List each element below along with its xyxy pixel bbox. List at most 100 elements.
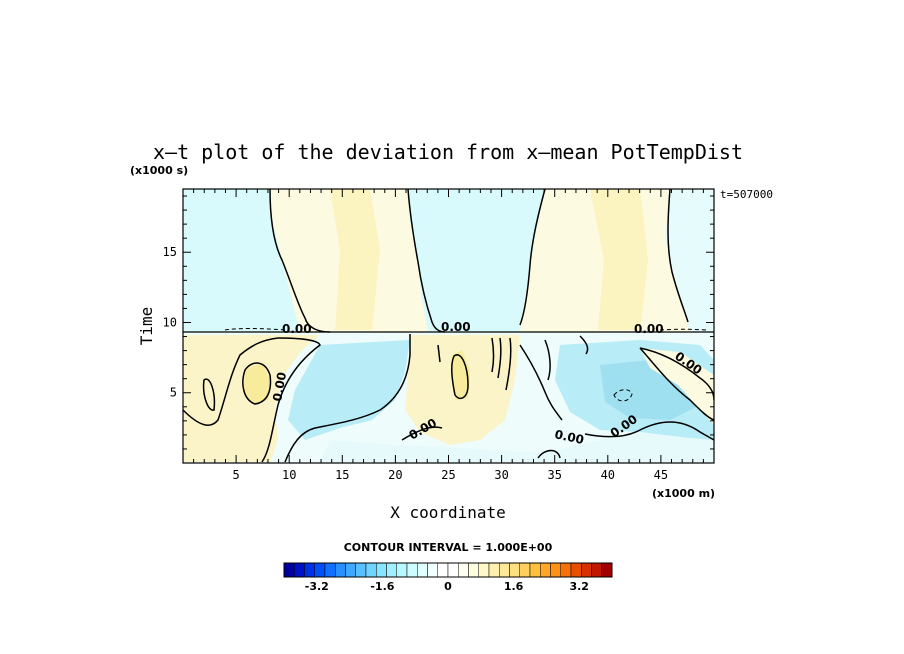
dashed-contour-left <box>224 328 286 331</box>
contour-label: 0.00 <box>270 371 289 403</box>
closed-contour-left-small <box>202 378 216 411</box>
ripple-6 <box>579 335 589 355</box>
heatmap-field <box>183 189 714 463</box>
colorbar-swatch <box>437 562 449 578</box>
lower-contour-e <box>519 344 563 421</box>
colorbar-swatch <box>560 562 572 578</box>
ripple-3 <box>505 337 512 391</box>
y-axis-label: Time <box>137 307 156 346</box>
x-tick-label: 15 <box>335 468 349 482</box>
x-tick-labels: 5 10 15 20 25 30 35 40 45 <box>232 468 668 482</box>
lower-contour-b <box>261 337 321 463</box>
x-tick-label: 10 <box>282 468 296 482</box>
upper-yellow-band-right-core <box>590 189 648 330</box>
colorbar-swatch <box>591 562 602 578</box>
zero-contour-left <box>269 189 331 333</box>
colorbar <box>283 562 613 578</box>
colorbar-swatch <box>478 562 490 578</box>
colorbar-swatch <box>335 562 346 578</box>
colorbar-swatch <box>540 562 551 578</box>
time-label: t=507000 <box>720 188 773 201</box>
colorbar-swatch <box>283 562 295 578</box>
colorbar-swatch <box>324 562 336 578</box>
x-axis-label: X coordinate <box>390 503 506 522</box>
colorbar-swatch <box>499 562 510 578</box>
contour-interval-label: CONTOUR INTERVAL = 1.000E+00 <box>344 541 553 554</box>
contour-label: 0.00 <box>441 320 471 334</box>
colorbar-swatch <box>314 562 326 578</box>
colorbar-swatch <box>427 562 438 578</box>
colorbar-tick-label: -1.6 <box>370 580 394 593</box>
x-tick-label: 5 <box>232 468 239 482</box>
x-tick-label: 20 <box>388 468 402 482</box>
colorbar-swatch <box>376 562 387 578</box>
ripple-5 <box>437 344 441 363</box>
x-tick-label: 40 <box>601 468 615 482</box>
axis-ticks <box>183 189 714 463</box>
colorbar-swatch <box>529 562 541 578</box>
negative-contours <box>224 328 707 402</box>
colorbar-swatch <box>345 562 356 578</box>
contour-label: 0.00 <box>553 427 585 447</box>
contour-lines <box>183 189 714 463</box>
ripple-1 <box>491 337 495 373</box>
colorbar-tick-label: -3.2 <box>305 580 329 593</box>
colorbar-tick-label: 3.2 <box>569 580 589 593</box>
x-tick-label: 25 <box>441 468 455 482</box>
colorbar-swatch <box>509 562 520 578</box>
lower-cyan-bottom <box>320 432 714 462</box>
y-tick-labels: 5 10 15 <box>163 245 177 400</box>
upper-cyan-band-right <box>665 189 714 332</box>
colorbar-swatch <box>519 562 531 578</box>
upper-cyan-band-left <box>183 189 300 332</box>
colorbar-swatch <box>550 562 561 578</box>
lower-contour-h <box>639 347 714 421</box>
colorbar-swatch <box>304 562 315 578</box>
colorbar-swatch <box>406 562 418 578</box>
colorbar-swatch <box>447 562 459 578</box>
colorbar-swatch <box>581 562 592 578</box>
upper-cyan-band-center <box>408 189 545 332</box>
closed-contour-center <box>451 354 469 400</box>
upper-yellow-band-left-core <box>330 189 380 330</box>
dashed-contour-oval <box>613 389 633 402</box>
dashed-contour-right <box>659 328 707 331</box>
lower-yellow-left-core <box>244 362 270 404</box>
colorbar-swatch <box>601 562 613 578</box>
lower-contour-c <box>284 334 411 463</box>
lower-contour-d <box>401 426 443 441</box>
colorbar-swatch <box>488 562 500 578</box>
contour-label: 0.00 <box>282 322 312 336</box>
x-tick-label: 45 <box>654 468 668 482</box>
lower-contour-f <box>584 421 714 441</box>
colorbar-frame <box>283 562 613 578</box>
y-tick-label: 10 <box>163 315 177 329</box>
colorbar-swatch <box>396 562 408 578</box>
zero-contour-center-left <box>407 189 446 333</box>
colorbar-tick-label: 0 <box>444 580 452 593</box>
x-tick-label: 35 <box>547 468 561 482</box>
colorbar-swatch <box>386 562 397 578</box>
colorbar-tick-label: 1.6 <box>504 580 524 593</box>
zero-contour-right <box>667 189 689 323</box>
zero-contour-center-right <box>519 189 546 326</box>
x-unit-label: (x1000 m) <box>652 487 715 500</box>
ripple-2 <box>497 337 502 379</box>
lower-contour-a <box>183 337 279 426</box>
y-tick-label: 5 <box>170 386 177 400</box>
colorbar-swatch <box>570 562 582 578</box>
lower-yellow-center-core <box>452 350 470 400</box>
y-unit-label: (x1000 s) <box>130 164 188 177</box>
y-tick-label: 15 <box>163 245 177 259</box>
closed-contour-left-big <box>242 362 272 405</box>
x-tick-label: 30 <box>494 468 508 482</box>
colorbar-swatch <box>468 562 479 578</box>
colorbar-swatch <box>458 562 469 578</box>
lower-cyan-center <box>288 340 410 440</box>
colorbar-swatch <box>355 562 367 578</box>
colorbar-swatch <box>417 562 428 578</box>
chart-title: x–t plot of the deviation from x–mean Po… <box>153 140 743 164</box>
colorbar-swatch <box>365 562 377 578</box>
colorbar-tick-labels: -3.2 -1.6 0 1.6 3.2 <box>305 580 589 593</box>
